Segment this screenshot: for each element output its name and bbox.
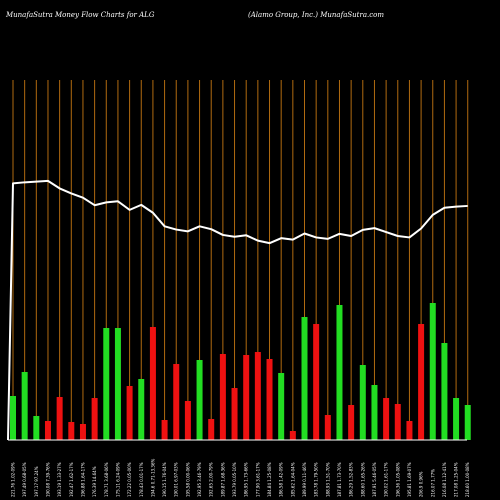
x-tick-label: 217.08 1.25-04%	[454, 462, 459, 497]
x-tick-label: 184.84 1.25-08%	[267, 462, 272, 497]
x-tick-label: 206.9 0.96%	[419, 471, 424, 497]
x-tick-label: 197.49 0.68-05%	[22, 462, 27, 497]
x-axis-labels: 221.76 1.02-09% 197.49 0.68-05% 197.17 97.…	[11, 458, 471, 497]
x-tick-label: 175.11 6.24-09%	[115, 462, 120, 497]
x-tick-label: 186.29 1.52-83%	[349, 462, 354, 497]
flow-bar	[254, 352, 261, 440]
flow-bar	[359, 365, 366, 440]
x-tick-label: 197.17 97.24%	[34, 466, 39, 497]
flow-bar	[138, 379, 145, 440]
x-tick-label: 192.65 2.00-79%	[209, 462, 214, 497]
x-tick-label: 178.71 3.68-06%	[104, 462, 109, 497]
flow-bar	[10, 396, 16, 440]
x-tick-label: 190.15 1.76-04%	[162, 462, 167, 497]
x-tick-label: 177.90 3.61-17%	[255, 462, 260, 497]
flow-bar	[33, 416, 40, 440]
x-tick-label: 216.08 1.12-41%	[442, 462, 447, 497]
x-tick-label: 185.62 1.64-04%	[290, 462, 295, 497]
flow-bar	[313, 324, 320, 440]
x-tick-label: 194.6 0.71-13.36%	[150, 458, 155, 497]
x-tick-label: 186.95 1.73-66%	[244, 462, 249, 497]
x-tick-label: 221.76 1.02-09%	[11, 462, 16, 497]
chart-title: MunafaSutra Money Flow Charts for ALG	[6, 11, 155, 19]
flow-bar	[453, 398, 460, 440]
chart-subtitle: (Alamo Group, Inc.) MunafaSutra.com	[248, 11, 384, 19]
x-tick-label: 196.36 1.05-08%	[395, 462, 400, 497]
x-tick-label: 190.08 7.39-76%	[45, 462, 50, 497]
flow-bar	[278, 373, 285, 440]
x-tick-label: 218.60 1.00-08%	[465, 462, 470, 497]
x-tick-label: 189.87 1.68-36%	[220, 462, 225, 497]
x-tick-label: 187.91 5.46-05%	[372, 462, 377, 497]
x-tick-label: 193.19 1.33-27%	[57, 462, 62, 497]
x-tick-label: 186.58 1.42-09%	[279, 462, 284, 497]
x-tick-label: 195.81 1.69-07%	[407, 462, 412, 497]
flow-bar	[301, 317, 308, 440]
flow-bar	[441, 343, 448, 440]
flow-bar	[114, 328, 121, 440]
flow-bar	[418, 324, 425, 440]
x-tick-label: 192.47 1.62-17%	[69, 462, 74, 497]
x-tick-label: 193.79 0.05-10%	[232, 462, 237, 497]
flow-bar	[336, 305, 343, 440]
x-tick-label: 192.95 3.46-79%	[197, 462, 202, 497]
x-tick-label: 190.01 6.97-03%	[174, 462, 179, 497]
flow-bar	[406, 421, 413, 440]
flow-bar	[149, 327, 156, 440]
flow-bar	[208, 419, 215, 440]
x-tick-label: 176.39 14.64%	[92, 466, 97, 497]
flow-bar	[173, 364, 180, 440]
x-tick-label: 188.60 1.65-26%	[360, 462, 365, 497]
flow-bar	[68, 422, 75, 440]
flow-bar	[371, 385, 378, 440]
x-tick-label: 190.02 1.61-17%	[384, 462, 389, 497]
flow-bar	[231, 388, 238, 440]
flow-bar	[464, 405, 471, 440]
flow-bar	[429, 303, 436, 440]
flow-bar	[394, 404, 401, 440]
flow-bar	[21, 372, 28, 440]
flow-bar	[161, 420, 168, 440]
x-tick-label: 172.22 0.05-00%	[127, 462, 132, 497]
flow-bar	[219, 354, 226, 440]
flow-bar	[103, 328, 110, 440]
flow-bar	[324, 415, 331, 440]
flow-bar	[266, 359, 273, 440]
flow-bar	[44, 421, 51, 440]
flow-bar	[289, 431, 296, 440]
price-line	[7, 179, 468, 441]
x-tick-label: 187.81 1.73-70%	[337, 462, 342, 497]
money-flow-bars	[10, 303, 471, 440]
flow-bar	[383, 398, 390, 440]
flow-bar	[184, 401, 191, 440]
flow-bar	[79, 424, 86, 440]
x-tick-label: 189.99 0.11-46%	[302, 462, 307, 497]
x-tick-label: 183.78 1.79-50%	[314, 462, 319, 497]
x-tick-label: 178.43 0.01-17%	[139, 462, 144, 497]
flow-bar	[56, 397, 63, 440]
x-tick-label: 216.07 1.77%	[430, 469, 435, 497]
flow-bar	[196, 360, 203, 440]
x-tick-label: 195.58 0.00-06%	[185, 462, 190, 497]
flow-bar	[91, 398, 98, 440]
flow-bar	[126, 386, 133, 440]
flow-bar	[243, 355, 250, 440]
flow-bar	[348, 405, 355, 440]
x-tick-label: 196.88 1.64-17%	[80, 462, 85, 497]
x-tick-label: 188.93 1.51-70%	[325, 462, 330, 497]
